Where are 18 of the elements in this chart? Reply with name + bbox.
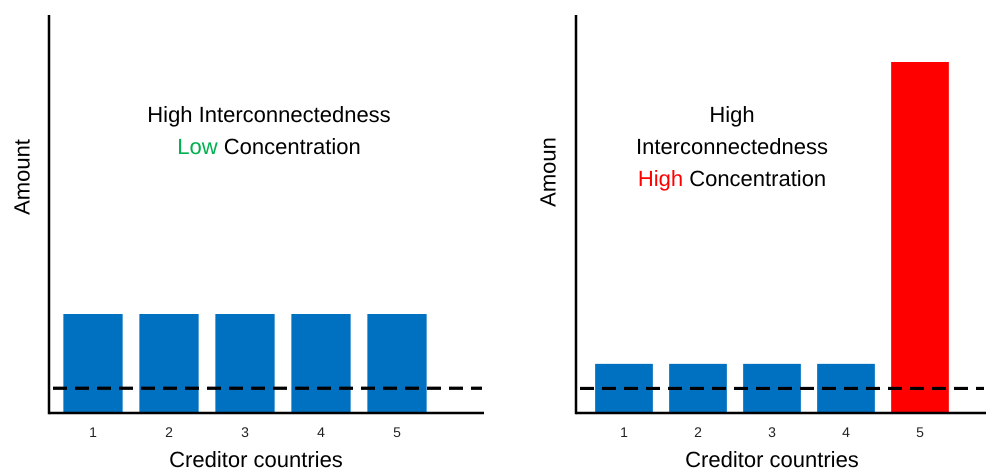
annotation: High Interconnectedness bbox=[636, 102, 828, 159]
x-axis-title: Creditor countries bbox=[169, 447, 343, 472]
text: Low Concentration bbox=[177, 134, 361, 159]
x-axis-title: Creditor countries bbox=[685, 447, 859, 472]
y-axis-title: Amount bbox=[10, 139, 34, 215]
annotation: High Concentration bbox=[638, 166, 826, 191]
x-tick-label: 4 bbox=[317, 424, 326, 440]
x-tick-label: 1 bbox=[89, 424, 98, 440]
x-tick-label: 4 bbox=[842, 424, 850, 440]
x-tick-label: 5 bbox=[916, 424, 924, 440]
x-tick-label: 1 bbox=[620, 424, 628, 440]
x-tick-label: 3 bbox=[241, 424, 250, 440]
text: High Interconnectedness bbox=[147, 102, 391, 127]
x-tick-label: 5 bbox=[393, 424, 402, 440]
x-tick-label: 2 bbox=[694, 424, 702, 440]
x-tick-label: 3 bbox=[768, 424, 776, 440]
y-axis-title: Amoun bbox=[536, 137, 560, 207]
x-tick-label: 2 bbox=[165, 424, 174, 440]
